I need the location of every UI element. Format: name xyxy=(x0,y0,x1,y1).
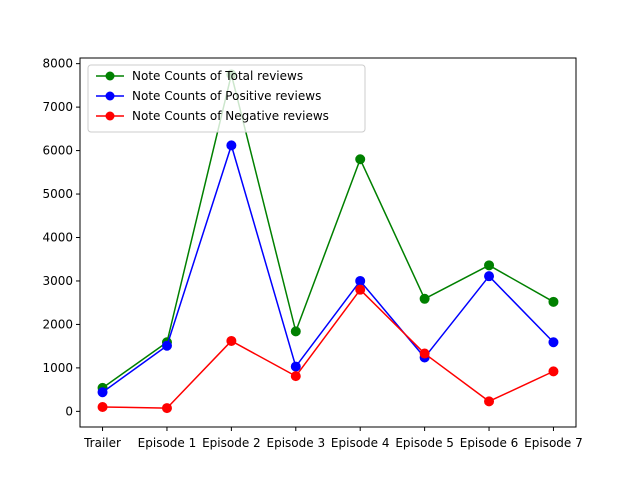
legend-label: Note Counts of Negative reviews xyxy=(132,109,329,123)
legend-label: Note Counts of Total reviews xyxy=(132,69,303,83)
data-point xyxy=(97,387,108,398)
x-tick-label: Episode 6 xyxy=(460,436,519,450)
data-point xyxy=(484,260,495,271)
data-point xyxy=(419,348,430,359)
axes-frame xyxy=(79,57,577,428)
data-point xyxy=(161,340,172,351)
x-tick-label: Episode 7 xyxy=(524,436,583,450)
legend-marker xyxy=(105,91,115,101)
data-point xyxy=(161,403,172,414)
data-point xyxy=(290,326,301,337)
data-point xyxy=(548,337,559,348)
x-tick-label: Episode 5 xyxy=(395,436,454,450)
series-line xyxy=(102,288,554,409)
series-group xyxy=(97,69,559,414)
series-line xyxy=(102,144,554,393)
x-axis: Trailer Episode 1 Episode 2 Episode 3 Episod… xyxy=(83,427,583,450)
legend-marker xyxy=(105,71,115,81)
data-point xyxy=(419,293,430,304)
legend-label: Note Counts of Positive reviews xyxy=(132,89,321,103)
legend-entry: Note Counts of Positive reviews xyxy=(96,89,321,103)
y-tick-label: 7000 xyxy=(42,100,73,114)
data-point xyxy=(484,396,495,407)
y-tick-label: 6000 xyxy=(42,144,73,158)
data-point xyxy=(355,284,366,295)
data-point xyxy=(548,296,559,307)
data-point xyxy=(290,361,301,372)
data-point xyxy=(548,366,559,377)
y-tick-label: 5000 xyxy=(42,187,73,201)
data-point xyxy=(226,335,237,346)
y-axis: 0 1000 2000 3000 4000 5000 6000 7000 8000 xyxy=(42,57,80,418)
data-point xyxy=(290,371,301,382)
legend: Note Counts of Total reviews Note Counts … xyxy=(87,64,366,133)
data-point xyxy=(355,154,366,165)
y-tick-label: 3000 xyxy=(42,274,73,288)
legend-box xyxy=(87,64,366,133)
series-line xyxy=(102,73,554,389)
data-point xyxy=(97,402,108,413)
y-tick-label: 0 xyxy=(65,404,73,418)
data-point xyxy=(226,140,237,151)
series-3 xyxy=(97,284,559,414)
x-tick-label: Trailer xyxy=(83,436,121,450)
y-tick-label: 1000 xyxy=(42,361,73,375)
data-point xyxy=(484,271,495,282)
plot-area xyxy=(79,57,577,428)
legend-entry: Note Counts of Total reviews xyxy=(96,69,303,83)
x-tick-label: Episode 2 xyxy=(202,436,261,450)
legend-marker xyxy=(105,111,115,121)
legend-entry: Note Counts of Negative reviews xyxy=(96,109,329,123)
y-tick-label: 4000 xyxy=(42,231,73,245)
y-tick-label: 8000 xyxy=(42,57,73,71)
y-tick-label: 2000 xyxy=(42,317,73,331)
x-tick-label: Episode 1 xyxy=(138,436,197,450)
data-point xyxy=(355,275,366,286)
x-tick-label: Episode 4 xyxy=(331,436,390,450)
x-tick-label: Episode 3 xyxy=(267,436,326,450)
